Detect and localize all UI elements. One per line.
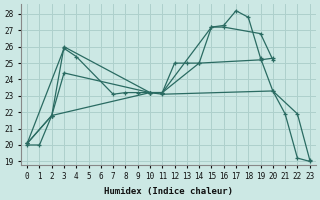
X-axis label: Humidex (Indice chaleur): Humidex (Indice chaleur) bbox=[104, 187, 233, 196]
